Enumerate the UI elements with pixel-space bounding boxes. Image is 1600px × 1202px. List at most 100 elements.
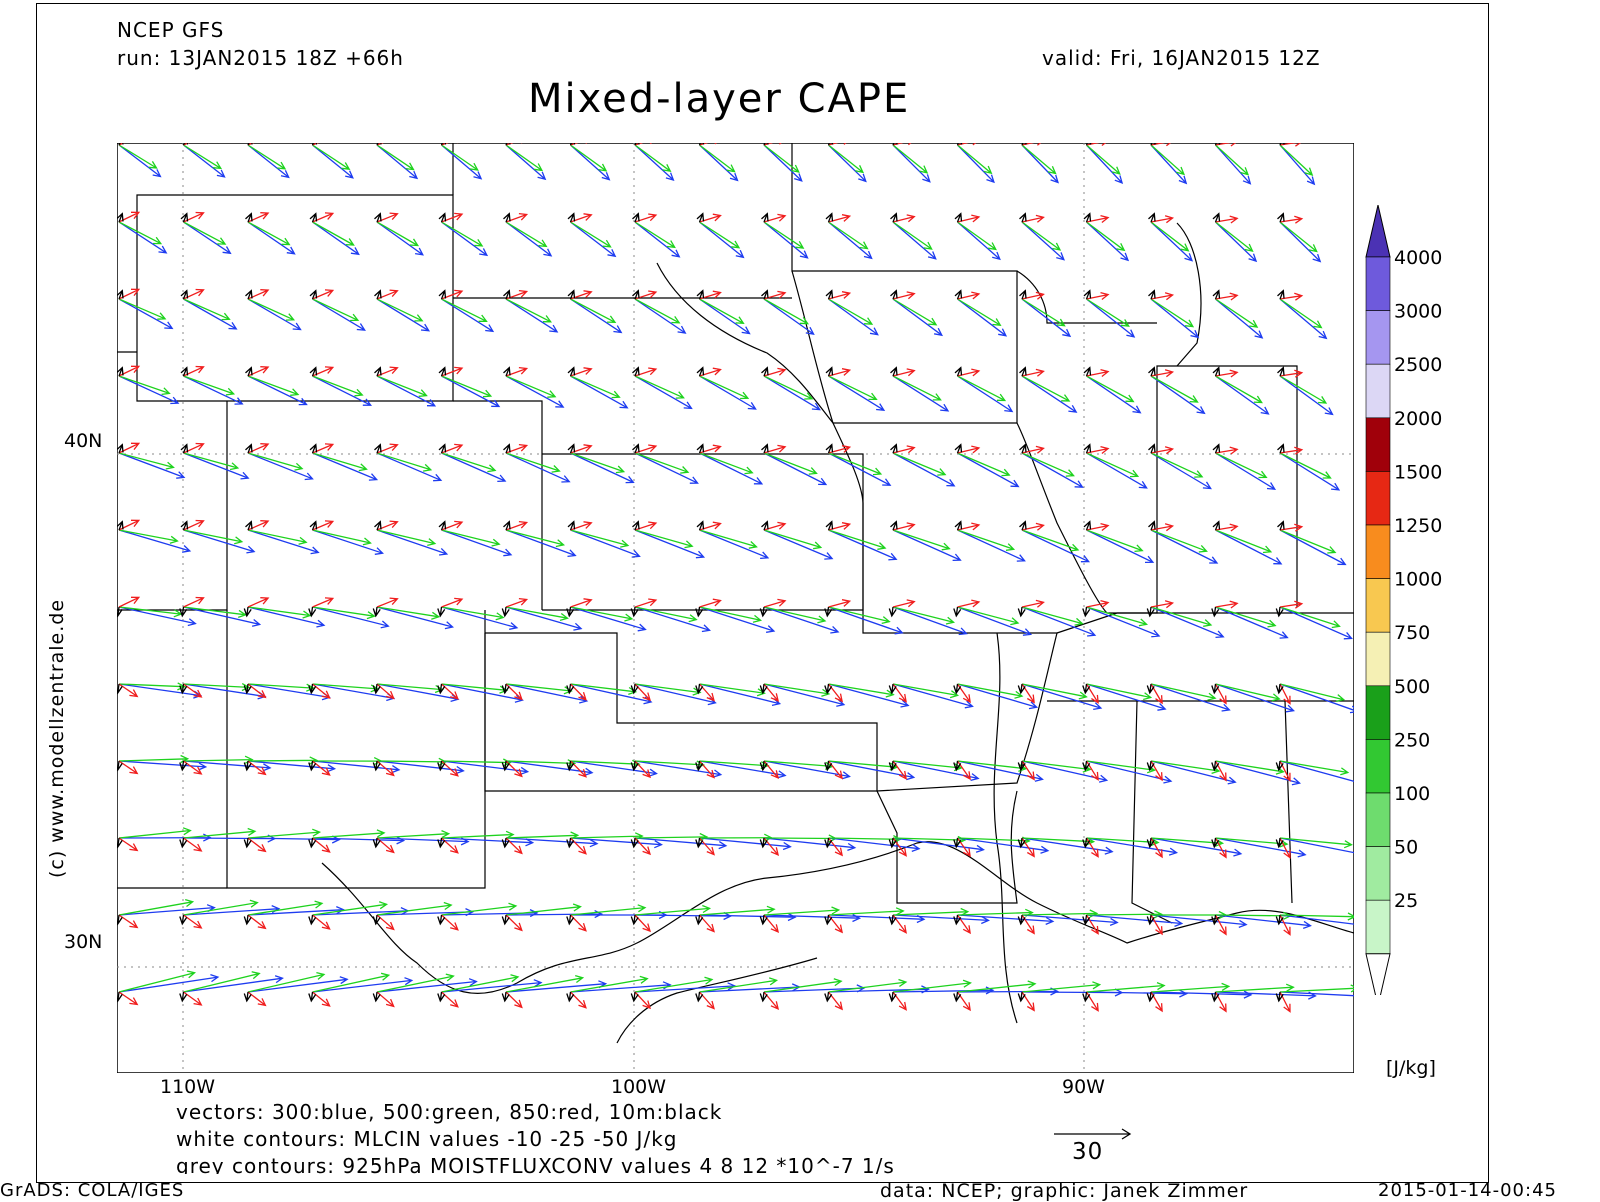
vector-500hpa: [441, 974, 520, 993]
vector-300hpa: [892, 837, 985, 853]
vector-500hpa: [1215, 529, 1273, 554]
vector-300hpa: [1279, 914, 1354, 925]
vector-10m: [825, 366, 834, 377]
vector-10m: [243, 760, 252, 772]
vector-500hpa: [1150, 683, 1217, 701]
vector-10m: [1085, 143, 1092, 146]
vector-500hpa: [312, 221, 355, 246]
vector-850hpa: [183, 760, 203, 775]
vector-500hpa: [1021, 683, 1088, 700]
vector-500hpa: [183, 606, 248, 619]
vector-500hpa: [699, 977, 779, 993]
vector-500hpa: [247, 221, 291, 246]
vector-500hpa: [1021, 375, 1071, 402]
vector-10m: [632, 289, 640, 300]
vector-300hpa: [828, 375, 886, 411]
vector-500hpa: [1021, 452, 1075, 477]
vector-500hpa: [247, 971, 326, 993]
vector-500hpa: [505, 606, 569, 622]
vector-500hpa: [957, 298, 1002, 326]
vector-500hpa: [892, 298, 938, 326]
vector-300hpa: [1086, 298, 1136, 338]
vector-500hpa: [634, 904, 712, 916]
vector-10m: [180, 289, 189, 300]
vector-10m: [1082, 606, 1091, 618]
vector-10m: [309, 366, 318, 377]
vector-850hpa: [1279, 215, 1304, 224]
colorbar-bottom-triangle: [1365, 953, 1391, 995]
vector-10m: [892, 143, 898, 146]
vector-850hpa: [1021, 599, 1045, 608]
vector-10m: [827, 143, 834, 146]
vector-500hpa: [763, 144, 800, 173]
vector-500hpa: [957, 221, 997, 251]
vector-10m: [824, 683, 833, 695]
vector-500hpa: [763, 221, 805, 249]
vector-300hpa: [957, 837, 1050, 854]
vector-10m: [761, 289, 769, 300]
vector-300hpa: [505, 144, 547, 181]
vector-500hpa: [441, 452, 497, 473]
vector-10m: [372, 683, 381, 695]
footer-credits: data: NCEP; graphic: Janek Zimmer: [880, 1180, 1249, 1202]
vector-10m: [1275, 991, 1284, 1003]
colorbar-tick-label: 1250: [1394, 515, 1442, 537]
reference-vector-label: 30: [1072, 1139, 1104, 1165]
vector-10m: [1277, 520, 1285, 531]
vector-10m: [954, 212, 963, 223]
vector-850hpa: [376, 597, 399, 608]
vector-300hpa: [441, 221, 489, 257]
vector-300hpa: [376, 760, 465, 775]
vector-850hpa: [570, 598, 593, 608]
vector-10m: [437, 760, 446, 772]
vector-300hpa: [312, 221, 360, 256]
vector-300hpa: [183, 298, 238, 330]
vector-500hpa: [1150, 375, 1199, 403]
vector-300hpa: [441, 837, 535, 847]
vector-500hpa: [376, 221, 420, 247]
vector-300hpa: [1086, 144, 1124, 184]
vector-300hpa: [1279, 221, 1322, 263]
vector-300hpa: [183, 144, 226, 178]
vector-10m: [180, 366, 189, 377]
vector-500hpa: [118, 970, 197, 993]
vector-10m: [503, 520, 511, 531]
border-missouri-west: [832, 422, 864, 610]
vector-300hpa: [1279, 837, 1354, 854]
vector-10m: [117, 914, 123, 926]
vector-10m: [761, 212, 769, 223]
vector-500hpa: [247, 828, 322, 839]
vector-500hpa: [1279, 221, 1318, 253]
vector-300hpa: [1086, 606, 1161, 638]
vector-500hpa: [1086, 298, 1130, 327]
vector-10m: [117, 837, 123, 849]
vector-300hpa: [441, 529, 513, 557]
vector-500hpa: [1021, 144, 1057, 175]
border-iowa: [791, 270, 1017, 424]
plot-frame: [36, 3, 1489, 1183]
vector-300hpa: [247, 144, 290, 179]
colorbar-tick-label: 1000: [1394, 569, 1442, 591]
vector-300hpa: [1279, 298, 1328, 340]
vector-10m: [180, 212, 189, 223]
vector-10m: [309, 443, 318, 454]
vector-300hpa: [118, 375, 180, 405]
vector-10m: [953, 914, 962, 926]
colorbar-swatch: [1365, 631, 1391, 687]
vector-850hpa: [118, 914, 139, 929]
vector-300hpa: [1215, 221, 1258, 263]
vector-10m: [1212, 212, 1221, 223]
vector-300hpa: [1215, 683, 1295, 713]
vector-10m: [890, 520, 898, 531]
vector-10m: [632, 366, 640, 377]
vector-500hpa: [247, 144, 287, 170]
vector-500hpa: [763, 375, 814, 400]
vector-10m: [117, 443, 124, 454]
vector-300hpa: [505, 452, 571, 483]
vector-10m: [437, 914, 446, 926]
vector-850hpa: [183, 991, 203, 1006]
vector-300hpa: [1279, 760, 1354, 782]
vector-10m: [888, 991, 897, 1003]
vector-10m: [1083, 212, 1092, 223]
legend-grey-contours: grey contours: 925hPa MOISTFLUXCONV valu…: [176, 1154, 895, 1174]
